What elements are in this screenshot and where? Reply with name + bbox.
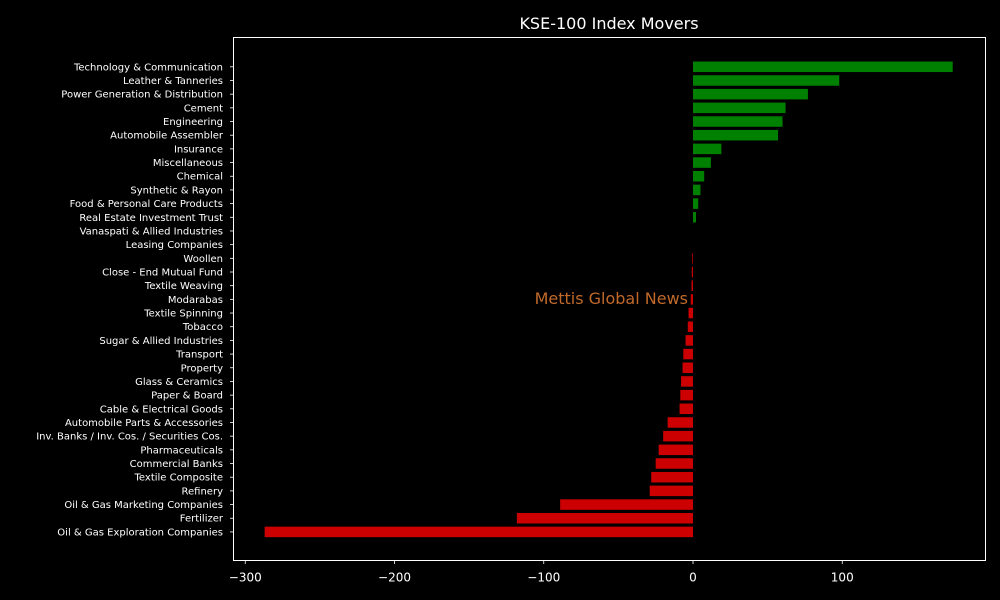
bar xyxy=(682,362,693,374)
category-label: Transport xyxy=(175,350,223,361)
category-label: Property xyxy=(181,363,223,374)
category-labels: Technology & Communication Leather & Tann… xyxy=(36,62,234,538)
bar xyxy=(264,526,693,538)
category-label: Pharmaceuticals xyxy=(140,445,223,456)
category-label: Real Estate Investment Trust xyxy=(79,213,223,224)
category-label: Textile Composite xyxy=(134,473,223,484)
category-label: Tobacco xyxy=(182,322,223,333)
category-label: Textile Weaving xyxy=(144,281,223,292)
bar xyxy=(691,280,693,291)
bar xyxy=(693,129,779,141)
bars-group xyxy=(264,61,953,538)
chart-title: KSE-100 Index Movers xyxy=(519,14,698,33)
bar xyxy=(685,335,693,346)
bar xyxy=(516,512,693,524)
bar xyxy=(649,485,693,497)
category-label: Leather & Tanneries xyxy=(123,76,223,87)
bar xyxy=(651,471,693,483)
bar xyxy=(693,198,699,209)
bar xyxy=(680,389,693,401)
x-tick-label: 0 xyxy=(689,571,697,585)
category-label: Commercial Banks xyxy=(130,459,223,470)
bar xyxy=(693,184,701,196)
bar xyxy=(693,212,696,223)
bar xyxy=(681,376,693,387)
category-label: Chemical xyxy=(177,172,223,183)
bar xyxy=(688,307,693,319)
bar xyxy=(693,143,722,155)
bar xyxy=(693,61,953,73)
bar xyxy=(691,266,693,278)
x-axis-ticks: −300 −200 −100 0 100 xyxy=(229,560,854,585)
category-label: Woollen xyxy=(183,254,223,265)
category-label: Insurance xyxy=(174,144,223,155)
bar xyxy=(560,499,693,510)
category-label: Automobile Assembler xyxy=(110,131,224,142)
category-label: Modarabas xyxy=(168,295,223,306)
bar xyxy=(683,348,693,360)
category-label: Automobile Parts & Accessories xyxy=(65,418,223,429)
x-tick-label: −200 xyxy=(378,571,411,585)
bar xyxy=(690,294,693,305)
x-tick-label: −300 xyxy=(229,571,262,585)
x-tick-label: 100 xyxy=(831,571,854,585)
category-label: Leasing Companies xyxy=(126,240,223,251)
category-label: Glass & Ceramics xyxy=(135,377,223,388)
category-label: Fertilizer xyxy=(180,514,224,525)
plot-frame xyxy=(233,37,986,561)
bar xyxy=(693,88,808,100)
category-label: Engineering xyxy=(163,117,223,128)
category-label: Power Generation & Distribution xyxy=(61,90,223,101)
category-label: Close - End Mutual Fund xyxy=(102,268,223,279)
bar xyxy=(693,116,783,127)
category-label: Oil & Gas Marketing Companies xyxy=(64,500,223,511)
bar xyxy=(693,75,840,86)
category-label: Oil & Gas Exploration Companies xyxy=(57,527,223,538)
category-label: Refinery xyxy=(182,486,224,497)
watermark: Mettis Global News xyxy=(535,289,688,308)
bar xyxy=(655,458,693,469)
category-label: Cable & Electrical Goods xyxy=(100,404,223,415)
category-label: Textile Spinning xyxy=(143,309,223,320)
bar xyxy=(667,417,693,428)
category-label: Miscellaneous xyxy=(153,158,223,169)
bar xyxy=(687,321,693,332)
category-label: Cement xyxy=(184,103,223,114)
category-label: Paper & Board xyxy=(151,391,223,402)
bar xyxy=(658,444,693,456)
x-tick-label: −100 xyxy=(527,571,560,585)
category-label: Inv. Banks / Inv. Cos. / Securities Cos. xyxy=(36,432,223,443)
bar xyxy=(693,102,786,114)
bar xyxy=(679,403,693,415)
bar xyxy=(693,170,705,182)
category-label: Synthetic & Rayon xyxy=(130,185,223,196)
category-label: Sugar & Allied Industries xyxy=(99,336,223,347)
category-label: Food & Personal Care Products xyxy=(70,199,223,210)
bar xyxy=(693,157,711,168)
category-label: Technology & Communication xyxy=(73,62,223,73)
category-label: Vanaspati & Allied Industries xyxy=(80,226,223,237)
bar xyxy=(692,253,693,264)
bar xyxy=(663,430,693,442)
